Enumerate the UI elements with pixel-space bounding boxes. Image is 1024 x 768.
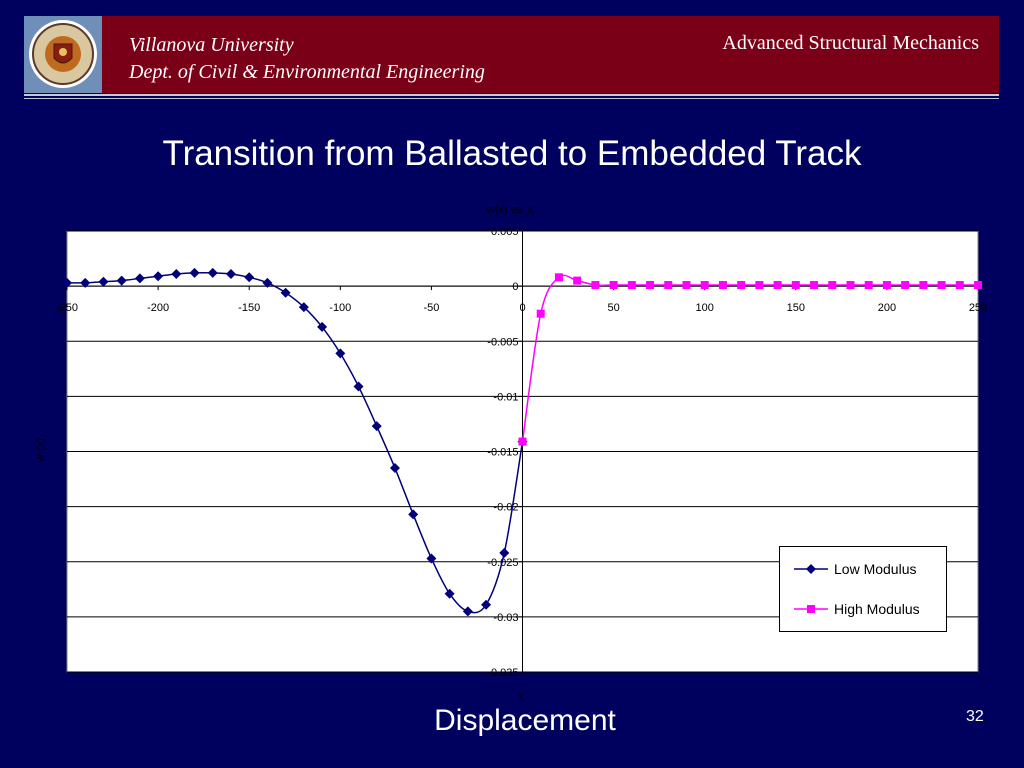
- x-tick-label: 250: [969, 302, 987, 314]
- x-tick-label: -100: [329, 302, 351, 314]
- y-tick-label: 0: [512, 281, 518, 293]
- data-point: [810, 281, 819, 290]
- data-point: [846, 281, 855, 290]
- y-tick-label: -0.015: [487, 447, 518, 459]
- data-point: [700, 281, 709, 290]
- data-point: [901, 281, 910, 290]
- data-point: [225, 268, 236, 279]
- data-point: [737, 281, 746, 290]
- data-point: [974, 281, 982, 290]
- data-point: [280, 287, 291, 298]
- data-point: [864, 281, 873, 290]
- data-point: [426, 553, 437, 564]
- data-point: [62, 277, 72, 288]
- data-point: [389, 463, 400, 474]
- university-seal-logo: [24, 16, 102, 93]
- data-point: [536, 309, 545, 318]
- square-marker-icon: [794, 605, 828, 613]
- y-tick-label: -0.02: [493, 502, 518, 514]
- header-rule-thin: [24, 98, 999, 99]
- seal-icon: [29, 20, 97, 88]
- x-tick-label: 50: [607, 302, 619, 314]
- x-tick-label: -250: [56, 302, 78, 314]
- data-point: [591, 281, 600, 290]
- y-tick-label: -0.005: [487, 336, 518, 348]
- chart-legend: Low Modulus High Modulus: [779, 546, 947, 632]
- department-name: Dept. of Civil & Environmental Engineeri…: [129, 61, 485, 83]
- y-axis-label: w (x): [35, 438, 47, 463]
- data-point: [573, 276, 582, 285]
- data-point: [298, 302, 309, 313]
- slide-caption: Displacement: [434, 704, 616, 737]
- data-point: [335, 348, 346, 359]
- x-tick-label: 100: [696, 302, 714, 314]
- data-point: [171, 268, 182, 279]
- legend-item-high-modulus: High Modulus: [794, 601, 920, 617]
- diamond-marker-icon: [794, 564, 828, 574]
- data-point: [773, 281, 782, 290]
- data-point: [627, 281, 636, 290]
- data-point: [481, 599, 492, 610]
- data-point: [116, 275, 127, 286]
- data-point: [499, 547, 510, 558]
- data-point: [153, 271, 164, 282]
- data-point: [207, 267, 218, 278]
- data-point: [755, 281, 764, 290]
- x-tick-label: -150: [238, 302, 260, 314]
- data-point: [317, 321, 328, 332]
- data-point: [98, 276, 109, 287]
- data-point: [828, 281, 837, 290]
- slide-title: Transition from Ballasted to Embedded Tr…: [162, 134, 862, 173]
- data-point: [462, 606, 473, 617]
- header-rule: [24, 94, 999, 96]
- data-point: [955, 281, 964, 290]
- data-point: [189, 267, 200, 278]
- data-point: [919, 281, 928, 290]
- series-low-modulus: [62, 267, 528, 617]
- tick-labels: 0.005 0 -0.005 -0.01 -0.015 -0.02 -0.025 -0.03 -…: [56, 226, 987, 679]
- course-title: Advanced Structural Mechanics: [722, 32, 979, 54]
- data-point: [646, 281, 655, 290]
- data-point: [80, 277, 91, 288]
- x-tick-label: 150: [787, 302, 805, 314]
- data-point: [554, 273, 563, 282]
- page-number: 32: [966, 708, 984, 725]
- data-point: [353, 381, 364, 392]
- legend-label: Low Modulus: [834, 561, 917, 577]
- x-tick-label: -50: [423, 302, 439, 314]
- y-tick-label: -0.035: [487, 667, 518, 679]
- data-point: [262, 277, 273, 288]
- data-point: [682, 281, 691, 290]
- x-tick-label: 200: [878, 302, 896, 314]
- series-high-modulus: [518, 273, 982, 446]
- data-point: [718, 281, 727, 290]
- y-tick-label: -0.03: [493, 612, 518, 624]
- data-point: [408, 509, 419, 520]
- slide-header: Villanova University Dept. of Civil & En…: [24, 16, 999, 93]
- data-point: [664, 281, 673, 290]
- chart-title: w(x) vs. x: [486, 204, 534, 216]
- data-point: [134, 273, 145, 284]
- data-point: [937, 281, 946, 290]
- data-point: [371, 421, 382, 432]
- header-institution: Villanova University Dept. of Civil & En…: [129, 32, 485, 86]
- x-tick-label: -200: [147, 302, 169, 314]
- y-tick-label: -0.025: [487, 557, 518, 569]
- data-point: [882, 281, 891, 290]
- x-axis-label: x: [518, 691, 524, 703]
- data-point: [244, 272, 255, 283]
- y-tick-label: 0.005: [491, 226, 519, 238]
- university-name: Villanova University: [129, 34, 294, 56]
- data-point: [609, 281, 618, 290]
- y-tick-label: -0.01: [493, 391, 518, 403]
- data-point: [444, 588, 455, 599]
- data-point: [791, 281, 800, 290]
- x-tick-label: 0: [519, 302, 525, 314]
- data-point: [518, 437, 527, 446]
- legend-label: High Modulus: [834, 601, 920, 617]
- data-series: [62, 267, 982, 617]
- legend-item-low-modulus: Low Modulus: [794, 561, 917, 577]
